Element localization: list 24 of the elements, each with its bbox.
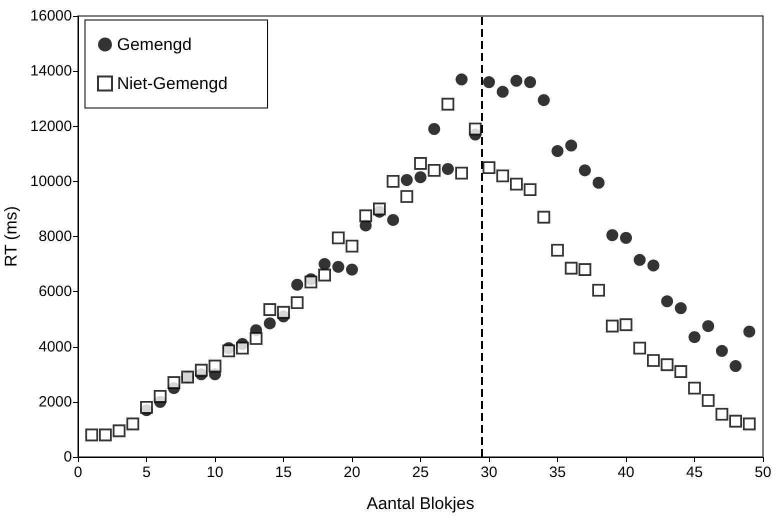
x-tick-label: 50 <box>754 464 772 481</box>
x-tick-label: 10 <box>206 464 224 481</box>
y-tick-label: 0 <box>64 448 72 466</box>
x-tick-label: 40 <box>618 464 634 481</box>
x-tick-label: 25 <box>412 464 429 481</box>
x-tick-label: 0 <box>74 464 82 481</box>
legend-label: Niet-Gemengd <box>117 74 228 93</box>
y-tick-label: 8000 <box>38 228 72 245</box>
x-tick-label: 15 <box>275 464 292 481</box>
y-axis-title: RT (ms) <box>1 206 20 267</box>
y-tick-label: 4000 <box>38 338 72 356</box>
y-tick-label: 12000 <box>30 118 72 135</box>
y-tick-label: 14000 <box>30 62 72 80</box>
x-tick-label: 45 <box>686 464 703 481</box>
legend-label: Gemengd <box>117 35 192 54</box>
x-tick-label: 35 <box>549 464 566 481</box>
y-tick-label: 2000 <box>38 393 72 410</box>
x-tick-label: 20 <box>344 464 360 481</box>
y-tick-label: 6000 <box>38 283 72 300</box>
x-tick-label: 30 <box>480 464 498 481</box>
x-axis-title: Aantal Blokjes <box>366 494 474 513</box>
x-tick-label: 5 <box>142 464 151 481</box>
y-tick-label: 10000 <box>30 172 72 190</box>
y-tick-label: 16000 <box>30 8 72 24</box>
